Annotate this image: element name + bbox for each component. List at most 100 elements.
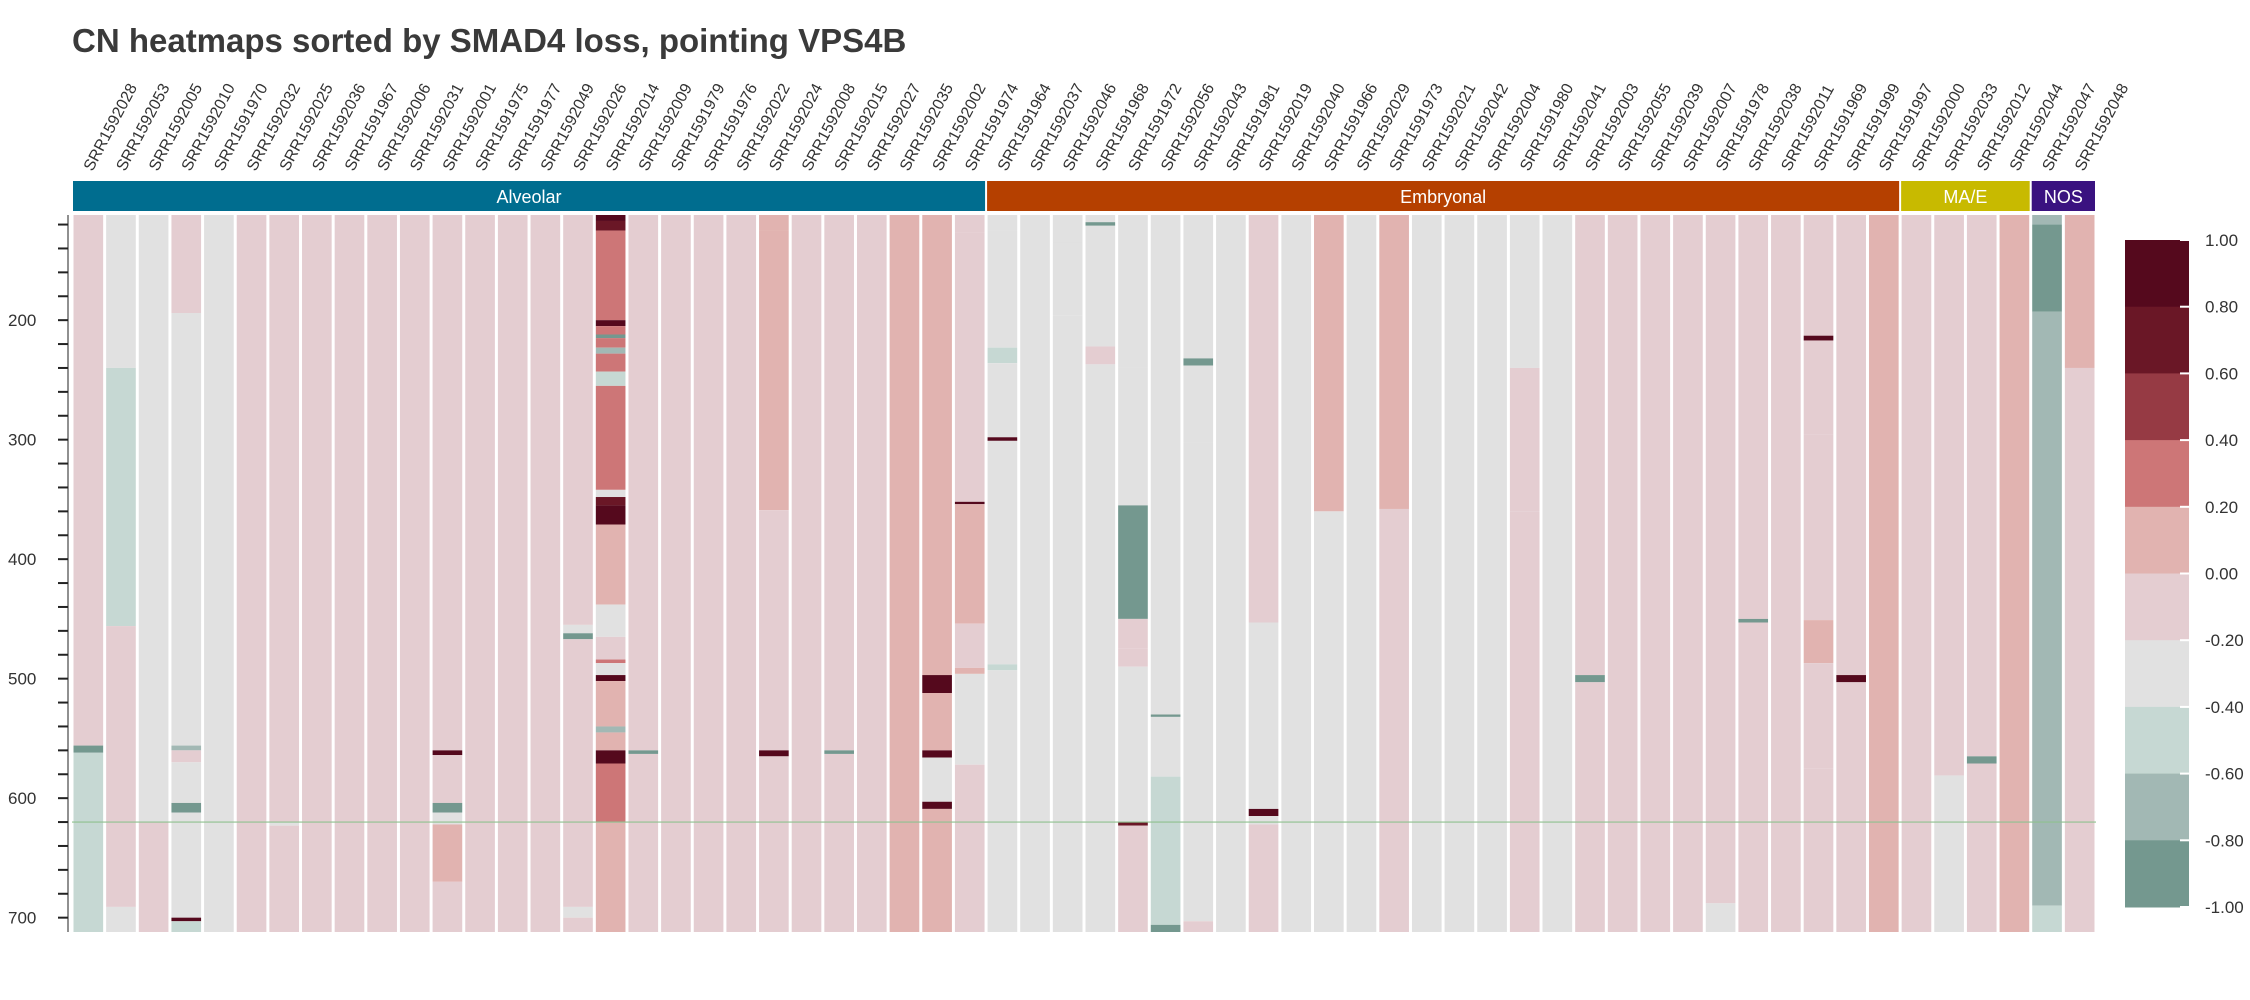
group-block	[1901, 181, 2030, 211]
heatmap-cell	[595, 763, 626, 823]
heatmap-cell	[1020, 215, 1050, 932]
heatmap-cell	[1738, 215, 1769, 619]
heatmap-cell	[1575, 682, 1605, 932]
colorbar-bin	[2125, 373, 2189, 441]
heatmap-cell	[563, 633, 593, 640]
heatmap-cell	[595, 215, 626, 221]
heatmap-cell	[595, 489, 626, 498]
heatmap-cell	[595, 326, 626, 335]
heatmap-cells	[73, 215, 2095, 933]
colorbar-bin	[2125, 240, 2189, 308]
heatmap-cell	[595, 636, 626, 660]
heatmap-cell	[2032, 215, 2062, 225]
heatmap-cell	[1150, 716, 1181, 777]
y-tick-label: 200	[8, 311, 36, 330]
heatmap-cell	[1150, 924, 1181, 932]
colorbar-tick-label: 0.20	[2205, 498, 2238, 517]
heatmap-cell	[1542, 215, 1573, 932]
heatmap-cell	[73, 752, 104, 932]
heatmap-cell	[171, 917, 202, 922]
heatmap-cell	[432, 755, 463, 803]
heatmap-cell	[1183, 365, 1214, 443]
heatmap-cell	[595, 230, 626, 321]
heatmap-cell	[1183, 442, 1214, 922]
y-axis: 200 300 400 500 600 700	[8, 215, 69, 932]
heatmap-cell	[1836, 675, 1866, 683]
heatmap-cell	[595, 663, 626, 676]
heatmap-cell	[1248, 808, 1279, 817]
heatmap-cell	[269, 822, 300, 826]
heatmap-cell	[1183, 921, 1214, 932]
heatmap-cell	[2064, 215, 2095, 368]
heatmap-cell	[628, 750, 659, 754]
heatmap-cell	[1575, 215, 1605, 676]
heatmap-cell	[595, 371, 626, 386]
heatmap-cell	[171, 750, 202, 763]
heatmap-cell	[661, 215, 691, 932]
heatmap-cell	[1509, 215, 1540, 368]
heatmap-cell	[1705, 215, 1736, 904]
heatmap-cell	[138, 822, 169, 932]
heatmap-cell	[106, 367, 136, 627]
heatmap-cell	[1411, 215, 1442, 932]
heatmap-cell	[106, 626, 136, 907]
heatmap-cell	[1118, 666, 1148, 823]
heatmap-cell	[497, 215, 528, 932]
y-tick-label: 700	[8, 909, 36, 928]
heatmap-cell	[1803, 434, 1834, 621]
heatmap-cell	[954, 623, 985, 668]
colorbar-bin	[2125, 573, 2189, 641]
colorbar-bin	[2125, 440, 2189, 508]
heatmap-cell	[595, 505, 626, 525]
heatmap-cell	[1803, 340, 1834, 435]
heatmap-cell	[171, 921, 202, 932]
chart-title: CN heatmaps sorted by SMAD4 loss, pointi…	[72, 22, 907, 59]
heatmap-cell	[922, 215, 952, 676]
heatmap-cell	[1705, 903, 1736, 932]
heatmap-cell	[1771, 215, 1801, 932]
heatmap-cell	[595, 347, 626, 354]
heatmap-cell	[465, 215, 495, 932]
heatmap-cell	[1509, 367, 1540, 512]
heatmap-cell	[987, 664, 1018, 671]
heatmap-cell	[987, 437, 1018, 441]
heatmap-cell	[563, 624, 593, 634]
heatmap-cell	[563, 917, 593, 932]
heatmap-cell	[1803, 335, 1834, 341]
heatmap-cell	[432, 802, 463, 813]
heatmap-cell	[269, 215, 300, 823]
heatmap-cell	[595, 320, 626, 327]
heatmap-cell	[1085, 346, 1116, 365]
heatmap-cell	[1509, 511, 1540, 932]
heatmap-cell	[1868, 215, 1899, 932]
heatmap-cell	[171, 622, 202, 746]
heatmap-cell	[432, 881, 463, 932]
heatmap-cell	[1803, 663, 1834, 769]
heatmap-cell	[595, 604, 626, 637]
heatmap-cell	[1085, 225, 1116, 347]
y-tick-label: 400	[8, 550, 36, 569]
heatmap-cell	[987, 440, 1018, 665]
heatmap-cell	[2032, 224, 2062, 312]
heatmap-cell	[1934, 775, 1964, 932]
sample-labels: SRR1592028SRR1592053SRR1592005SRR1592010…	[81, 81, 2133, 174]
heatmap-cell	[1314, 511, 1344, 932]
heatmap-cell	[954, 667, 985, 674]
heatmap-cell	[954, 504, 985, 624]
heatmap-cell	[563, 639, 593, 907]
heatmap-cell	[595, 681, 626, 727]
heatmap-cell	[759, 215, 789, 231]
heatmap-cell	[1150, 776, 1181, 925]
heatmap-cell	[759, 622, 789, 751]
heatmap-cell	[432, 824, 463, 882]
heatmap-cell	[595, 659, 626, 664]
heatmap-cell	[1118, 822, 1148, 826]
colorbar-tick-label: -1.00	[2205, 898, 2244, 917]
heatmap-cell	[595, 338, 626, 348]
heatmap-cell	[922, 808, 952, 823]
heatmap-cell	[236, 215, 267, 932]
heatmap-cell	[171, 312, 202, 623]
heatmap-cell	[628, 753, 659, 932]
colorbar: 1.00 0.80 0.60 0.40 0.20 0.00 -0.20 -0.40 -0.60 -…	[2125, 231, 2244, 917]
